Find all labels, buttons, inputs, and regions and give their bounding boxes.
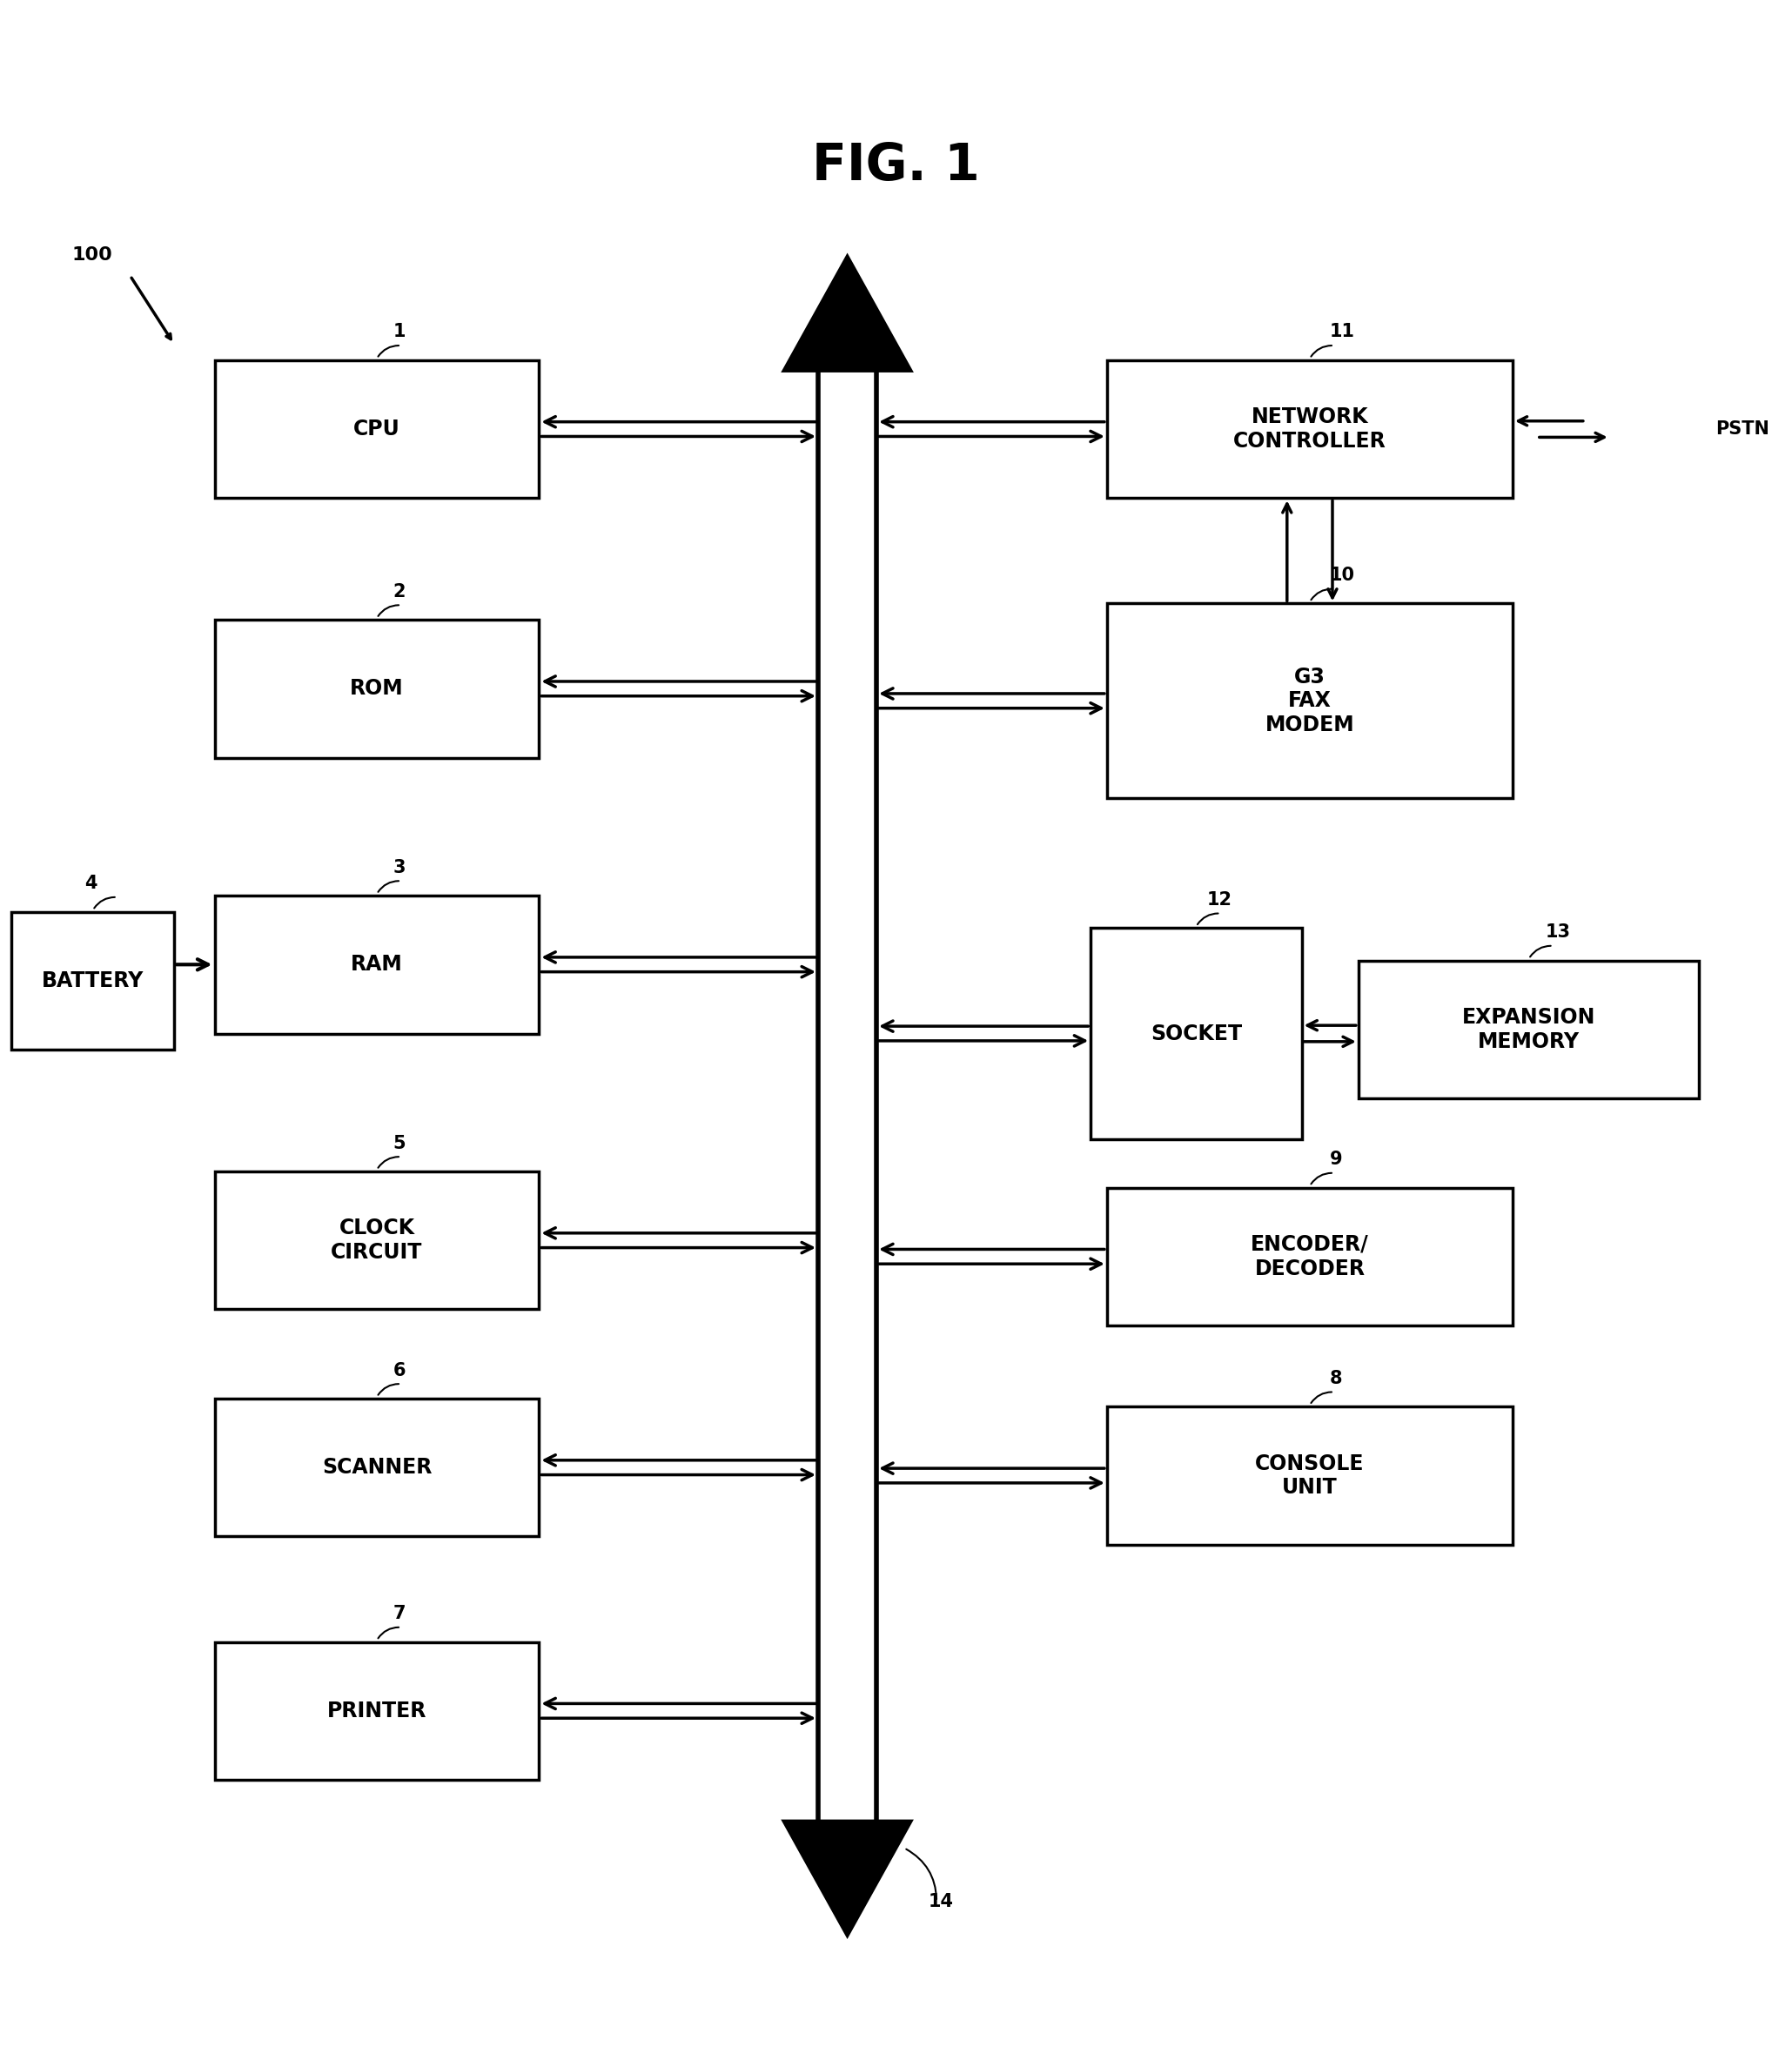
FancyBboxPatch shape (1358, 961, 1699, 1098)
Text: CONSOLE
UNIT: CONSOLE UNIT (1254, 1453, 1364, 1499)
Text: 8: 8 (1330, 1370, 1342, 1387)
Text: 4: 4 (84, 874, 97, 893)
Text: PRINTER: PRINTER (326, 1701, 426, 1722)
Text: G3
FAX
MODEM: G3 FAX MODEM (1265, 666, 1355, 736)
FancyBboxPatch shape (215, 1641, 539, 1780)
Text: 100: 100 (72, 246, 113, 263)
Text: 14: 14 (928, 1893, 953, 1910)
FancyBboxPatch shape (1107, 360, 1512, 498)
Text: RAM: RAM (351, 955, 403, 976)
Text: CLOCK
CIRCUIT: CLOCK CIRCUIT (332, 1217, 423, 1263)
Text: PSTN: PSTN (1715, 420, 1769, 438)
Text: 3: 3 (392, 858, 405, 876)
Text: 7: 7 (392, 1606, 405, 1623)
Text: 13: 13 (1546, 924, 1572, 940)
FancyBboxPatch shape (215, 620, 539, 759)
FancyBboxPatch shape (215, 1172, 539, 1308)
Text: 6: 6 (392, 1362, 405, 1379)
Text: 2: 2 (392, 583, 405, 599)
FancyBboxPatch shape (1107, 604, 1512, 798)
FancyBboxPatch shape (215, 895, 539, 1034)
Polygon shape (783, 1821, 912, 1937)
Text: 12: 12 (1206, 891, 1231, 909)
Text: SCANNER: SCANNER (323, 1457, 432, 1478)
Text: ROM: ROM (349, 678, 403, 699)
Polygon shape (783, 254, 912, 372)
Text: 5: 5 (392, 1135, 405, 1151)
Text: CPU: CPU (353, 420, 400, 440)
FancyBboxPatch shape (1091, 928, 1301, 1139)
FancyBboxPatch shape (215, 360, 539, 498)
Text: NETWORK
CONTROLLER: NETWORK CONTROLLER (1233, 407, 1387, 453)
Text: BATTERY: BATTERY (41, 969, 143, 992)
Text: ENCODER/
DECODER: ENCODER/ DECODER (1251, 1234, 1369, 1279)
Text: 11: 11 (1330, 322, 1355, 341)
FancyBboxPatch shape (215, 1399, 539, 1536)
FancyBboxPatch shape (1107, 1408, 1512, 1544)
Text: FIG. 1: FIG. 1 (812, 141, 980, 190)
Text: 1: 1 (392, 322, 405, 341)
Text: 10: 10 (1330, 566, 1355, 585)
FancyBboxPatch shape (13, 912, 174, 1050)
Text: 9: 9 (1330, 1151, 1342, 1168)
Text: SOCKET: SOCKET (1150, 1023, 1242, 1044)
Text: EXPANSION
MEMORY: EXPANSION MEMORY (1462, 1007, 1595, 1052)
FancyBboxPatch shape (1107, 1189, 1512, 1325)
